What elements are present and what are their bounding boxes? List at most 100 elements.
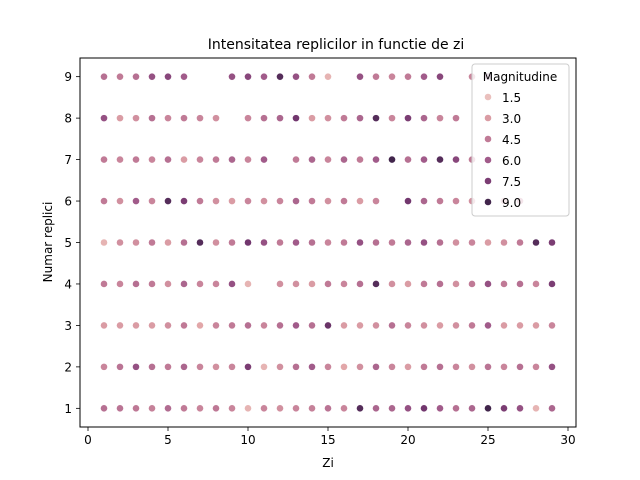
data-point — [516, 321, 524, 330]
data-point — [116, 114, 124, 123]
data-point — [180, 155, 188, 164]
data-point — [404, 114, 412, 123]
data-point — [116, 238, 124, 247]
data-point — [276, 280, 284, 288]
data-point — [292, 155, 300, 164]
data-point — [276, 362, 284, 371]
data-point — [548, 280, 556, 288]
data-point — [436, 72, 444, 81]
y-tick-label: 3 — [64, 319, 72, 333]
legend-entries: 1.5 3.0 4.5 6.0 7.5 9.0 — [484, 91, 521, 210]
data-point — [212, 197, 220, 205]
data-point — [388, 72, 396, 81]
data-point — [340, 280, 348, 288]
data-point — [420, 197, 428, 205]
data-point — [164, 321, 172, 330]
x-tick-label: 5 — [164, 433, 172, 447]
data-point — [100, 238, 108, 247]
data-point — [260, 155, 268, 164]
data-point — [404, 197, 412, 205]
data-point — [404, 72, 412, 81]
data-point — [116, 155, 124, 164]
data-point — [388, 321, 396, 330]
data-point — [212, 280, 220, 288]
data-point — [420, 404, 428, 413]
data-point — [244, 155, 252, 164]
data-point — [404, 155, 412, 164]
data-point — [436, 114, 444, 123]
data-point — [484, 404, 492, 413]
data-point — [340, 238, 348, 247]
data-point — [388, 404, 396, 413]
data-point — [180, 197, 188, 205]
data-point — [164, 114, 172, 123]
data-point — [324, 72, 332, 81]
data-point — [292, 404, 300, 413]
data-point — [372, 404, 380, 413]
data-point — [148, 155, 156, 164]
data-point — [388, 280, 396, 288]
data-point — [292, 280, 300, 288]
data-point — [548, 321, 556, 330]
points-layer — [100, 72, 556, 413]
data-point — [452, 404, 460, 413]
legend-marker — [484, 135, 492, 143]
data-point — [516, 362, 524, 371]
y-axis-label: Numar replici — [41, 202, 55, 283]
data-point — [100, 362, 108, 371]
data-point — [196, 362, 204, 371]
data-point — [196, 321, 204, 330]
legend-label: 6.0 — [502, 154, 521, 168]
data-point — [212, 321, 220, 330]
data-point — [244, 280, 252, 288]
data-point — [340, 197, 348, 205]
data-point — [132, 72, 140, 81]
y-tick-label: 8 — [64, 112, 72, 126]
data-point — [356, 238, 364, 247]
data-point — [132, 321, 140, 330]
data-point — [324, 114, 332, 123]
data-point — [148, 72, 156, 81]
data-point — [324, 280, 332, 288]
data-point — [452, 321, 460, 330]
data-point — [516, 404, 524, 413]
data-point — [228, 321, 236, 330]
data-point — [356, 197, 364, 205]
data-point — [372, 362, 380, 371]
data-point — [532, 280, 540, 288]
data-point — [532, 362, 540, 371]
data-point — [356, 321, 364, 330]
data-point — [436, 280, 444, 288]
legend-label: 3.0 — [502, 112, 521, 126]
data-point — [260, 321, 268, 330]
data-point — [388, 238, 396, 247]
data-point — [100, 197, 108, 205]
data-point — [276, 321, 284, 330]
data-point — [100, 404, 108, 413]
data-point — [148, 197, 156, 205]
data-point — [324, 155, 332, 164]
x-ticks: 0 5 10 15 20 25 30 — [84, 427, 576, 447]
data-point — [356, 114, 364, 123]
y-tick-label: 5 — [64, 236, 72, 250]
data-point — [196, 280, 204, 288]
data-point — [308, 197, 316, 205]
data-point — [276, 238, 284, 247]
data-point — [468, 362, 476, 371]
data-point — [100, 155, 108, 164]
data-point — [356, 280, 364, 288]
data-point — [356, 72, 364, 81]
data-point — [388, 362, 396, 371]
data-point — [436, 197, 444, 205]
data-point — [148, 114, 156, 123]
data-point — [372, 155, 380, 164]
data-point — [484, 321, 492, 330]
data-point — [116, 72, 124, 81]
data-point — [308, 404, 316, 413]
data-point — [292, 362, 300, 371]
data-point — [116, 362, 124, 371]
data-point — [132, 280, 140, 288]
data-point — [100, 280, 108, 288]
data-point — [212, 155, 220, 164]
chart-title: Intensitatea replicilor in functie de zi — [208, 37, 465, 53]
